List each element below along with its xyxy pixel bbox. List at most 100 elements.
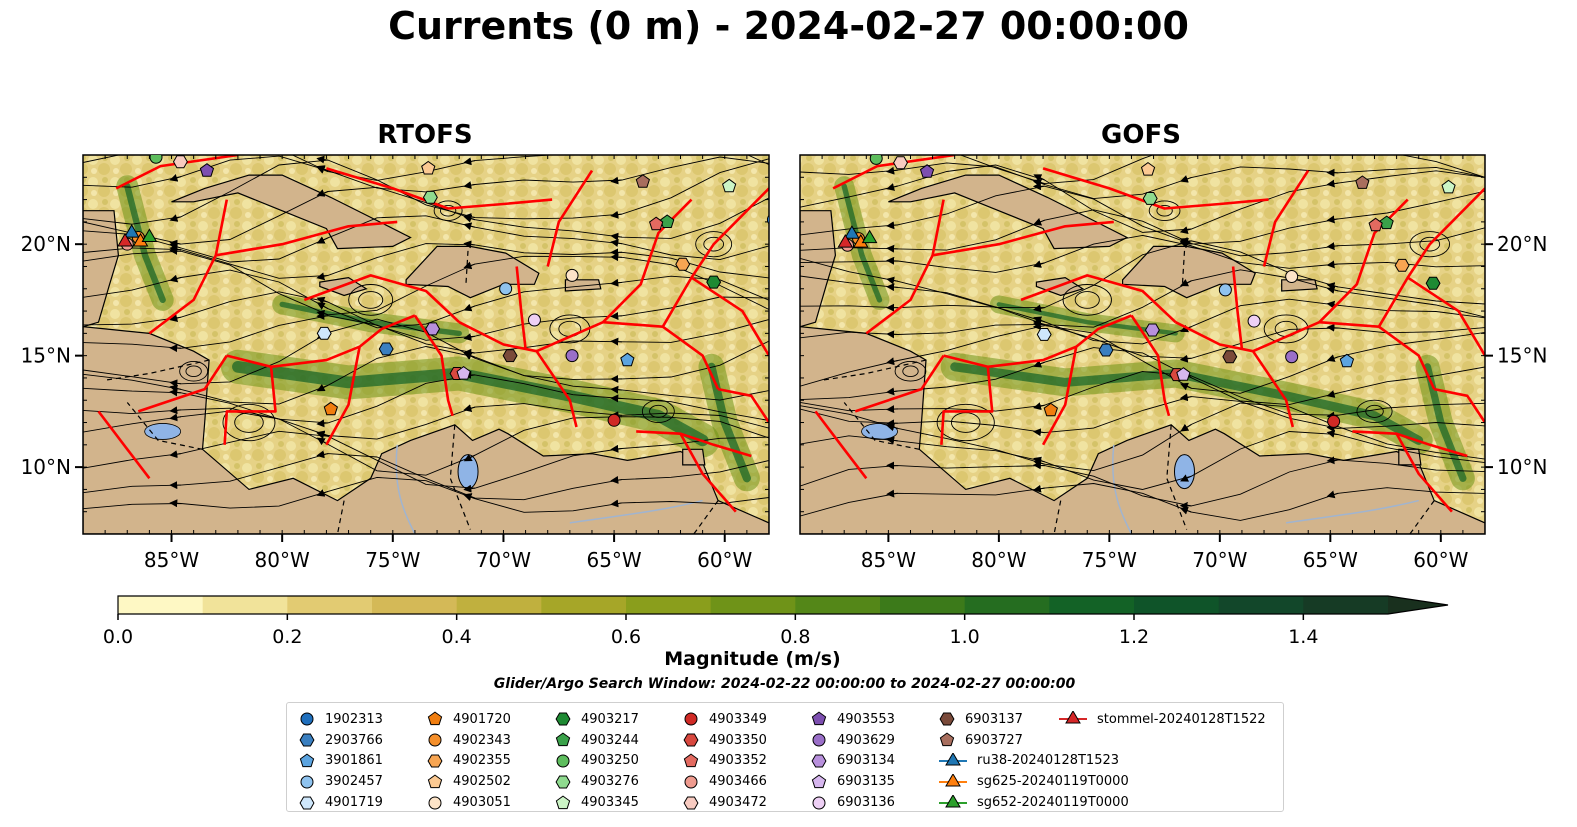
eddy-streamline	[703, 236, 725, 252]
colorbar: 0.0 0.2 0.4 0.6 0.8 1.0 1.2 1.4	[103, 595, 1449, 648]
marker-4903553	[919, 164, 935, 178]
current-core	[232, 360, 709, 447]
flow-arrow	[1326, 282, 1339, 291]
legend-entry: 4903349	[681, 709, 767, 730]
maritime-boundary	[325, 346, 361, 446]
legend-entry: 4903345	[553, 792, 639, 813]
maritime-boundary	[303, 274, 461, 324]
maritime-boundary	[940, 354, 994, 445]
flow-arrow	[316, 489, 329, 497]
marker-4903244	[1379, 215, 1394, 230]
national-border	[693, 500, 719, 534]
flow-arrow	[463, 157, 476, 166]
legend-label: 4902502	[453, 774, 511, 790]
legend-marker-icon	[428, 796, 442, 810]
y-tick-label: 15°N	[21, 344, 71, 368]
marker-4903629	[1285, 350, 1299, 364]
flow-arrow	[1033, 218, 1045, 226]
legend-label: 4901719	[325, 795, 383, 811]
flow-arrow	[169, 379, 182, 388]
flow-arrow	[1180, 279, 1192, 287]
legend-entry: 4902343	[425, 730, 511, 751]
flow-arrow	[610, 210, 623, 219]
marker-3902457	[1218, 283, 1232, 297]
streamline	[800, 459, 1485, 507]
river	[569, 499, 703, 524]
streamline	[83, 453, 769, 501]
legend-marker-icon	[683, 733, 699, 747]
land	[1281, 279, 1318, 292]
marker-6903137	[502, 349, 518, 363]
eddy-streamline	[1356, 399, 1393, 424]
flow-arrow	[610, 444, 623, 453]
legend-marker-icon	[684, 712, 698, 726]
legend-label: 6903136	[837, 795, 895, 811]
flow-arrow	[316, 155, 329, 164]
flow-arrow	[1326, 456, 1339, 465]
marker-1902313	[1487, 215, 1499, 227]
legend-entry: 4903250	[553, 751, 639, 772]
flow-arrow	[886, 221, 898, 230]
legend-label: 4902355	[453, 753, 511, 769]
legend-marker-icon	[811, 711, 827, 726]
legend-label: 6903135	[837, 774, 895, 790]
eddy-streamline	[1148, 200, 1181, 221]
legend-column: stommel-20240128T1522	[1057, 709, 1266, 730]
legend-entry: 4901720	[425, 709, 511, 730]
colorbar-bin	[1303, 596, 1389, 614]
maritime-boundary	[865, 199, 945, 335]
legend-entry: 6903136	[809, 792, 895, 813]
flow-arrow	[1179, 354, 1192, 363]
flow-arrow	[1033, 260, 1045, 268]
legend-label: 4903244	[581, 732, 639, 748]
legend-marker-icon	[299, 796, 315, 810]
marker-4903629	[565, 349, 579, 363]
y-tick-label: 20°N	[21, 232, 71, 256]
marker-6903136	[1247, 314, 1261, 328]
maritime-boundary	[602, 320, 720, 390]
map-frame	[799, 154, 1486, 535]
land	[1122, 245, 1256, 299]
streamline	[83, 155, 769, 193]
eddy-streamline	[358, 291, 384, 309]
map-panels: 85°W 80°W 75°W 70°W 65°W 60°W 10°N 15°N 20°N 85°…	[21, 154, 1547, 572]
flow-arrow	[1033, 402, 1045, 411]
colorbar-tick-label: 1.2	[1119, 626, 1149, 648]
flow-arrow	[1179, 226, 1192, 234]
marker-6903134	[1144, 323, 1160, 337]
colorbar-label: Magnitude (m/s)	[664, 648, 841, 670]
legend-label: ru38-20240128T1523	[977, 753, 1120, 769]
colorbar-tick-label: 0.8	[780, 626, 810, 648]
legend-marker-icon	[684, 775, 698, 789]
legend-marker-icon	[555, 732, 571, 747]
legend-marker-icon	[683, 753, 699, 768]
streamline	[83, 215, 769, 263]
legend-label: 3902457	[325, 774, 383, 790]
marker-2903766	[378, 342, 394, 356]
streamline	[83, 346, 769, 405]
flow-arrow	[610, 475, 623, 484]
marker-3901861	[1339, 353, 1355, 368]
eddy-streamline	[1263, 314, 1309, 344]
flow-arrow	[169, 174, 182, 182]
flow-arrow	[886, 276, 898, 285]
panel-title-gofs: GOFS	[1101, 120, 1181, 150]
x-tick-label: 70°W	[1192, 548, 1247, 572]
flow-arrow	[463, 493, 476, 501]
streamline	[959, 155, 1485, 185]
marker-4903349	[607, 413, 621, 427]
maritime-boundary	[1377, 187, 1485, 328]
flow-arrow	[1032, 304, 1045, 313]
legend-label: 4903051	[453, 795, 511, 811]
legend-label: 4903349	[709, 711, 767, 727]
legend-column: 6903137 6903727 ru38-20240128T1523 sg625-20…	[937, 709, 1129, 813]
colorbar-bin	[880, 596, 966, 614]
x-tick-label: 60°W	[1413, 548, 1468, 572]
eddy-streamline	[1074, 291, 1100, 309]
x-tick-label: 60°W	[697, 548, 752, 572]
x-tick-label: 85°W	[861, 548, 916, 572]
legend-entry: sg625-20240119T0000	[937, 771, 1129, 792]
flow-arrow	[886, 166, 898, 175]
flow-arrow	[1180, 423, 1192, 432]
marker-4902502	[1140, 161, 1156, 176]
